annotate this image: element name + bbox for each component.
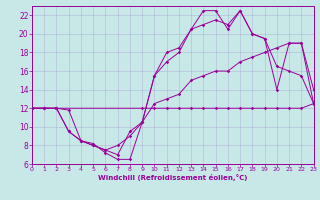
X-axis label: Windchill (Refroidissement éolien,°C): Windchill (Refroidissement éolien,°C) — [98, 174, 247, 181]
